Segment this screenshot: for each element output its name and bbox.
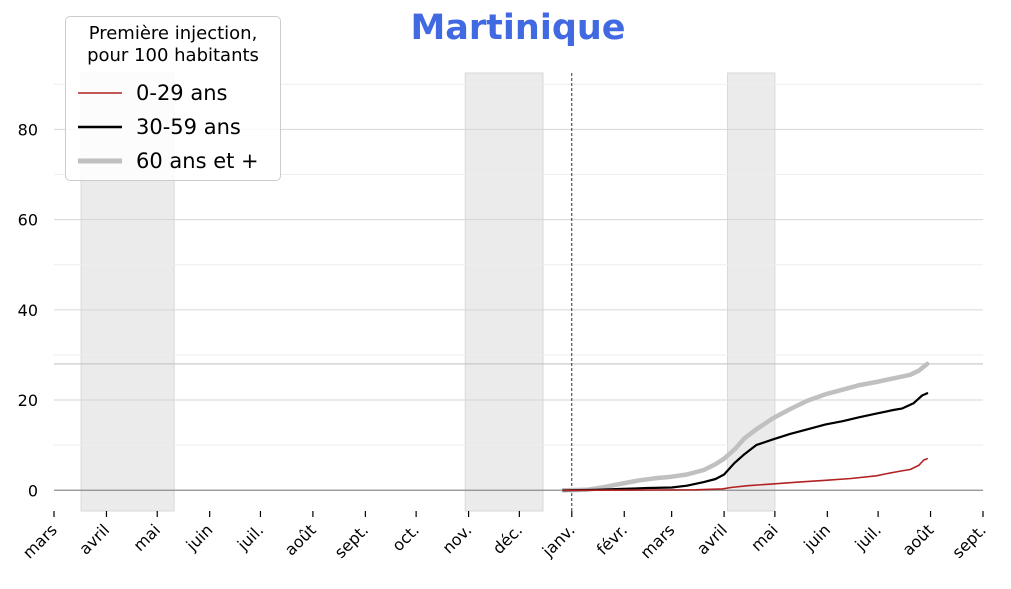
series-line-2	[561, 361, 930, 493]
x-tick-label-5: août	[281, 520, 320, 559]
legend-swatch-60-plus	[78, 158, 122, 164]
legend-entry-30-59: 30-59 ans	[76, 113, 241, 141]
y-tick-label-80: 80	[18, 120, 38, 139]
x-tick-label-7: oct.	[388, 520, 423, 555]
legend-entry-0-29: 0-29 ans	[76, 79, 227, 107]
series-line-0	[562, 457, 929, 492]
legend-swatch-0-29	[78, 92, 122, 94]
x-tick-label-0: mars	[19, 520, 61, 562]
legend-title: Première injection, pour 100 habitants	[66, 17, 280, 67]
x-axis: mars avril mai juin juil. août sept. oct. nov. dé…	[19, 511, 990, 562]
legend-entry-60-plus: 60 ans et +	[76, 147, 259, 175]
x-tick-label-17: août	[898, 520, 937, 559]
shaded-period-1	[464, 72, 544, 512]
x-tick-label-10: janv.	[538, 520, 579, 561]
legend-swatch-30-59	[78, 125, 122, 129]
x-tick-label-9: déc.	[489, 520, 526, 557]
chart-title: Martinique	[410, 8, 626, 48]
x-tick-label-15: juin	[799, 520, 834, 555]
y-tick-label-0: 0	[28, 481, 38, 500]
series-line-1	[562, 392, 929, 492]
legend-title-line2: pour 100 habitants	[87, 45, 259, 66]
y-tick-label-40: 40	[18, 301, 38, 320]
shaded-period-2	[726, 72, 776, 512]
reference-lines	[54, 73, 983, 511]
legend-label-60-plus: 60 ans et +	[136, 149, 259, 173]
x-tick-label-12: mars	[637, 520, 679, 562]
x-tick-label-11: févr.	[593, 520, 631, 558]
legend-label-0-29: 0-29 ans	[136, 81, 228, 105]
legend-label-30-59: 30-59 ans	[136, 115, 241, 139]
x-tick-label-13: avril	[693, 520, 731, 558]
y-tick-label-20: 20	[18, 391, 38, 410]
x-tick-label-2: mai	[130, 520, 165, 555]
x-tick-label-6: sept.	[331, 520, 373, 562]
y-tick-label-60: 60	[18, 211, 38, 230]
x-tick-label-1: avril	[75, 520, 113, 558]
series-lines	[561, 361, 930, 493]
x-tick-label-4: juil.	[233, 520, 267, 554]
x-tick-label-14: mai	[747, 520, 782, 555]
legend-title-line1: Première injection,	[88, 23, 258, 44]
y-axis: 0 20 40 60 80	[18, 120, 38, 500]
legend: Première injection, pour 100 habitants 0…	[65, 16, 281, 181]
x-tick-label-18: sept.	[948, 520, 990, 562]
x-tick-label-8: nov.	[438, 520, 475, 557]
x-tick-label-3: juin	[182, 520, 217, 555]
x-tick-label-16: juil.	[851, 520, 885, 554]
